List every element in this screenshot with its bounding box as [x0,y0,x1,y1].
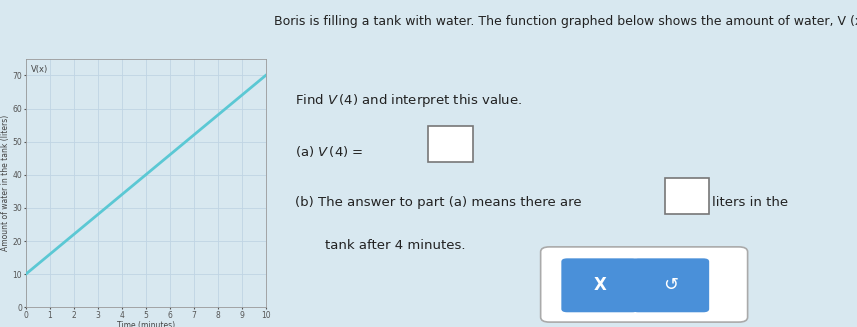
Text: tank after 4 minutes.: tank after 4 minutes. [325,239,465,252]
Y-axis label: Amount of water in the tank (liters): Amount of water in the tank (liters) [1,115,9,251]
X-axis label: Time (minutes): Time (minutes) [117,321,175,327]
Text: (a) $V\,(4)$ =: (a) $V\,(4)$ = [295,144,365,159]
Text: ↺: ↺ [663,276,678,294]
Text: liters in the: liters in the [712,196,788,209]
FancyBboxPatch shape [541,247,747,322]
FancyBboxPatch shape [561,258,638,312]
Text: (b) The answer to part (a) means there are: (b) The answer to part (a) means there a… [295,196,582,209]
Text: Boris is filling a tank with water. The function graphed below shows the amount : Boris is filling a tank with water. The … [274,15,857,28]
FancyBboxPatch shape [428,126,472,162]
FancyBboxPatch shape [632,258,709,312]
Text: Find $V\,(4)$ and interpret this value.: Find $V\,(4)$ and interpret this value. [295,92,523,109]
Text: X: X [593,276,606,294]
FancyBboxPatch shape [665,178,709,214]
Text: V(x): V(x) [31,65,48,75]
